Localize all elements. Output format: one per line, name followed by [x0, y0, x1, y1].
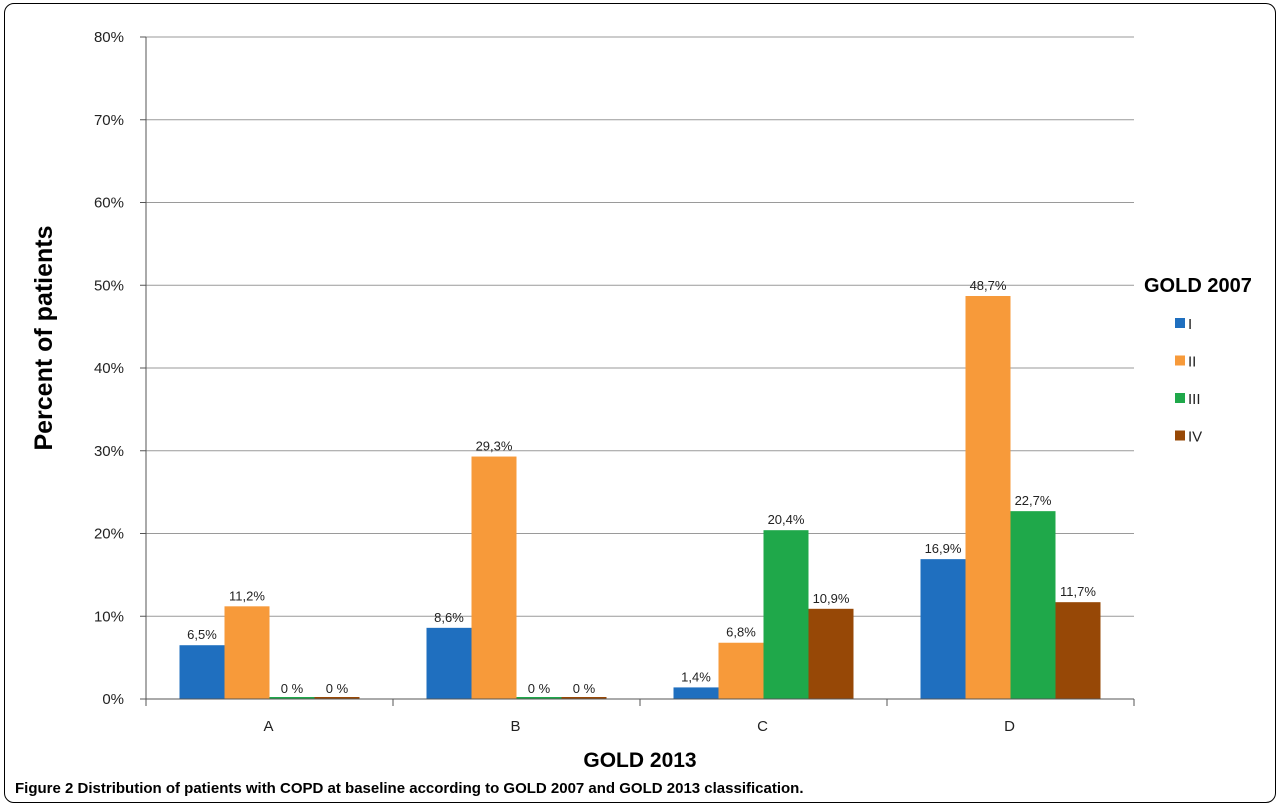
y-tick-label: 60% — [94, 195, 124, 212]
data-label: 16,9% — [925, 541, 962, 556]
legend-label-IV: IV — [1188, 429, 1202, 446]
data-label: 48,7% — [970, 278, 1007, 293]
y-tick-label: 70% — [94, 112, 124, 129]
data-label: 20,4% — [768, 512, 805, 527]
bar-II-B — [471, 456, 517, 699]
bar-IV-B — [561, 697, 607, 699]
x-category-label: C — [757, 718, 768, 735]
bar-III-C — [763, 530, 809, 699]
y-axis-ticks: 0% 10% 20% 30% 40% 50% 60% 70% 80% — [94, 29, 146, 708]
data-label: 29,3% — [476, 439, 513, 454]
x-axis-title: GOLD 2013 — [583, 749, 696, 772]
legend-swatch-II — [1175, 355, 1185, 366]
figure-caption: Figure 2 Distribution of patients with C… — [15, 780, 804, 797]
y-tick-label: 0% — [102, 691, 124, 708]
x-category-label: B — [510, 718, 520, 735]
data-label: 0 % — [281, 681, 304, 696]
bar-chart: 0% 10% 20% 30% 40% 50% 60% 70% 80% 6,5% 11,2% 0 % 0… — [30, 29, 1252, 772]
bar-III-A — [269, 697, 315, 699]
y-tick-label: 50% — [94, 277, 124, 294]
x-axis-categories: A B C D — [263, 718, 1015, 735]
bars — [179, 296, 1101, 699]
legend-swatch-III — [1175, 393, 1185, 403]
bar-IV-C — [808, 608, 854, 699]
bar-II-A — [224, 606, 270, 699]
y-tick-label: 20% — [94, 526, 124, 543]
y-axis-title: Percent of patients — [30, 225, 58, 450]
bar-I-B — [426, 627, 472, 699]
data-label: 6,5% — [187, 627, 217, 642]
y-tick-label: 10% — [94, 608, 124, 625]
legend-label-III: III — [1188, 391, 1201, 408]
bar-IV-A — [314, 697, 360, 699]
data-label: 0 % — [528, 681, 551, 696]
legend-label-II: II — [1188, 354, 1196, 371]
bar-III-D — [1010, 511, 1056, 699]
data-label: 11,2% — [229, 588, 265, 603]
axes — [145, 37, 1135, 706]
data-label: 6,8% — [726, 625, 756, 640]
legend-label-I: I — [1188, 316, 1192, 333]
legend-title: GOLD 2007 — [1144, 275, 1252, 297]
bar-III-B — [516, 697, 562, 699]
legend-swatch-I — [1175, 318, 1185, 328]
data-label: 0 % — [573, 681, 596, 696]
data-label: 10,9% — [813, 591, 850, 606]
figure-caption-text: Distribution of patients with COPD at ba… — [77, 780, 804, 797]
data-label: 22,7% — [1015, 493, 1052, 508]
data-label: 11,7% — [1060, 584, 1096, 599]
bar-IV-D — [1055, 602, 1101, 699]
bar-I-D — [920, 559, 966, 699]
bar-II-C — [718, 642, 764, 699]
data-labels: 6,5% 11,2% 0 % 0 % 8,6% 29,3% 0 % 0 % 1,4% 6,8% 20… — [187, 278, 1096, 696]
y-tick-label: 40% — [94, 360, 124, 377]
data-label: 1,4% — [681, 669, 711, 684]
data-label: 8,6% — [434, 610, 464, 625]
bar-I-C — [673, 687, 719, 699]
y-tick-label: 30% — [94, 443, 124, 460]
figure-caption-label: Figure 2 — [15, 780, 74, 797]
y-tick-label: 80% — [94, 29, 124, 46]
data-label: 0 % — [326, 681, 349, 696]
x-category-label: A — [263, 718, 273, 735]
legend-swatch-IV — [1175, 430, 1185, 441]
bar-II-D — [965, 296, 1011, 699]
bar-I-A — [179, 645, 225, 699]
x-category-label: D — [1004, 718, 1015, 735]
